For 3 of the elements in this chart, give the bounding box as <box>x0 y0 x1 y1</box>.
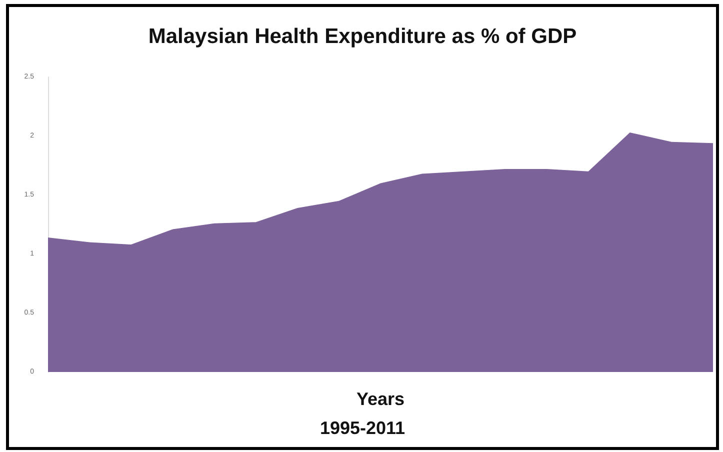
x-axis-title: Years <box>356 389 405 409</box>
text: 1995-2011 <box>320 418 406 438</box>
chart-title: Malaysian Health Expenditure as % of GDP <box>148 25 577 48</box>
